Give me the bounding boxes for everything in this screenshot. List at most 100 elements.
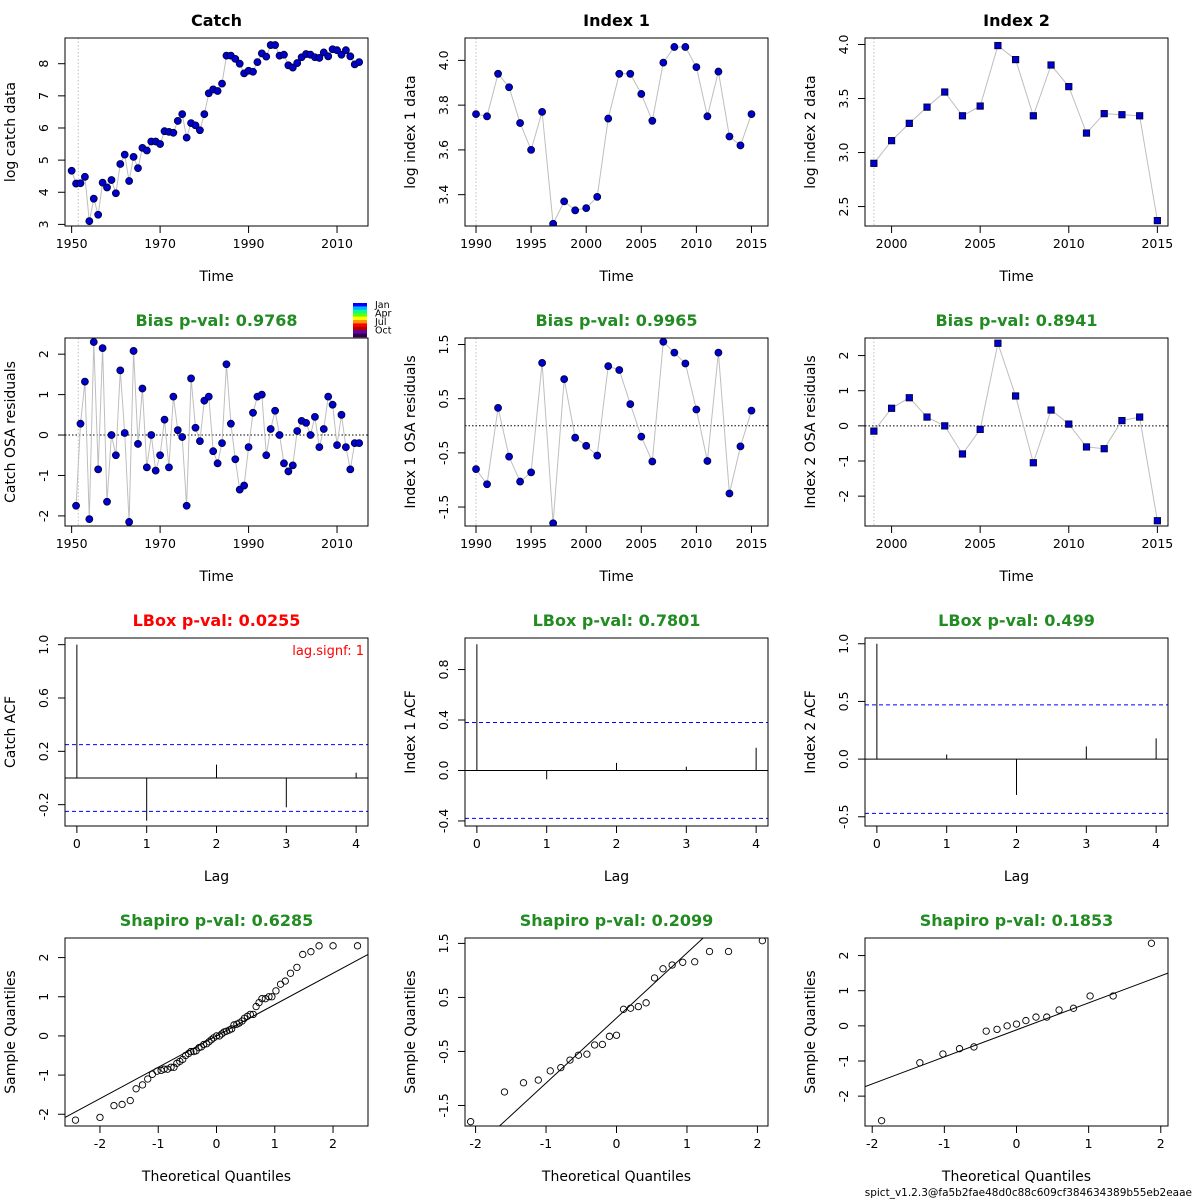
data-point <box>151 466 160 475</box>
x-tick-label: 2010 <box>321 536 353 551</box>
data-point <box>306 431 315 439</box>
data-point <box>355 439 364 448</box>
data-point <box>1082 129 1091 137</box>
data-point <box>235 59 244 68</box>
data-point <box>549 219 558 226</box>
data-point <box>173 426 182 435</box>
x-axis-label: Time <box>998 269 1033 285</box>
data-point <box>218 439 226 448</box>
data-point <box>648 116 657 125</box>
plot-frame <box>64 637 369 827</box>
qq-point <box>96 1113 104 1122</box>
data-point <box>89 194 98 203</box>
data-point <box>1047 406 1055 414</box>
x-tick-label: 2010 <box>321 236 353 251</box>
data-point <box>527 146 536 154</box>
data-point <box>538 359 547 367</box>
data-point <box>191 423 200 432</box>
data-point <box>129 347 138 355</box>
qq-point <box>307 948 315 956</box>
qq-point <box>659 965 667 973</box>
y-tick-label: 2 <box>836 352 851 360</box>
data-point <box>213 459 222 468</box>
data-point <box>328 400 337 409</box>
data-point <box>571 433 580 442</box>
data-point <box>67 166 76 175</box>
plot-frame <box>64 937 369 1127</box>
plot-area <box>865 338 1168 526</box>
y-tick-label: 0.2 <box>36 741 51 761</box>
plot-area <box>472 38 756 226</box>
data-point <box>494 403 502 412</box>
data-point <box>538 107 547 116</box>
y-tick-label: -2 <box>36 510 51 522</box>
data-point <box>941 88 949 96</box>
qq-point <box>619 1005 628 1013</box>
version-footer: spict_v1.2.3@fa5b2fae48d0c88c609cf384634… <box>865 1187 1192 1199</box>
data-point <box>516 119 524 127</box>
data-point <box>1118 111 1126 119</box>
data-point <box>178 110 187 119</box>
y-tick-label: 1 <box>36 391 51 399</box>
qq-point <box>1032 1013 1040 1021</box>
data-point <box>288 461 297 470</box>
data-point <box>1153 517 1161 525</box>
data-point <box>138 384 147 393</box>
data-point <box>582 204 591 212</box>
data-point <box>346 52 355 61</box>
x-axis-label: Theoretical Quantiles <box>541 1169 691 1185</box>
legend-swatch <box>353 320 367 324</box>
y-axis-label: Sample Quantiles <box>403 970 419 1093</box>
data-point <box>516 477 524 486</box>
panel-title: LBox p-val: 0.7801 <box>533 611 701 630</box>
data-point <box>120 150 129 159</box>
data-point <box>714 67 723 76</box>
qq-point <box>299 950 307 959</box>
legend-swatch <box>353 326 367 331</box>
data-point <box>253 58 262 67</box>
y-tick-label: 0.5 <box>436 987 451 1007</box>
y-tick-label: 4.0 <box>436 50 451 70</box>
data-point <box>670 348 679 357</box>
data-point <box>213 87 222 95</box>
y-tick-label: -1 <box>36 469 51 481</box>
data-point <box>958 450 967 458</box>
x-tick-label: 3 <box>682 836 690 851</box>
data-point <box>604 114 613 123</box>
qq-point <box>212 1032 221 1040</box>
series-line <box>873 341 1158 521</box>
data-point <box>156 140 165 148</box>
panel-title: Bias p-val: 0.8941 <box>935 311 1097 330</box>
y-tick-label: 2.5 <box>836 197 851 217</box>
data-point <box>103 497 111 506</box>
qq-point <box>612 1031 621 1039</box>
qq-point <box>691 958 699 966</box>
data-point <box>505 452 513 461</box>
x-tick-label: 2010 <box>1053 236 1085 251</box>
panel-title: Shapiro p-val: 0.6285 <box>120 911 314 930</box>
plot-area <box>67 38 364 226</box>
data-point <box>1100 110 1108 118</box>
y-tick-label: -2 <box>36 1108 51 1120</box>
qq-point <box>642 999 650 1007</box>
qq-point <box>258 995 266 1003</box>
y-tick-label: 0 <box>36 431 51 439</box>
qq-reference-line <box>865 972 1168 1088</box>
qq-point <box>566 1056 574 1064</box>
x-tick-label: -1 <box>938 1136 950 1151</box>
data-point <box>681 359 690 368</box>
legend-swatch <box>353 330 367 334</box>
data-point <box>280 459 288 468</box>
plot-frame <box>864 37 1169 227</box>
qq-point <box>246 1010 254 1019</box>
data-point <box>315 54 324 62</box>
data-point <box>703 112 712 121</box>
data-point <box>266 425 275 433</box>
x-tick-label: 1 <box>1085 1136 1093 1151</box>
data-point <box>615 69 624 78</box>
panel-1: Catch Time log catch data 1950 1970 1990 2010 3… <box>3 11 369 285</box>
x-tick-label: 1950 <box>56 536 88 551</box>
data-point <box>76 179 85 188</box>
qq-point <box>207 1036 215 1044</box>
qq-point <box>167 1063 175 1071</box>
